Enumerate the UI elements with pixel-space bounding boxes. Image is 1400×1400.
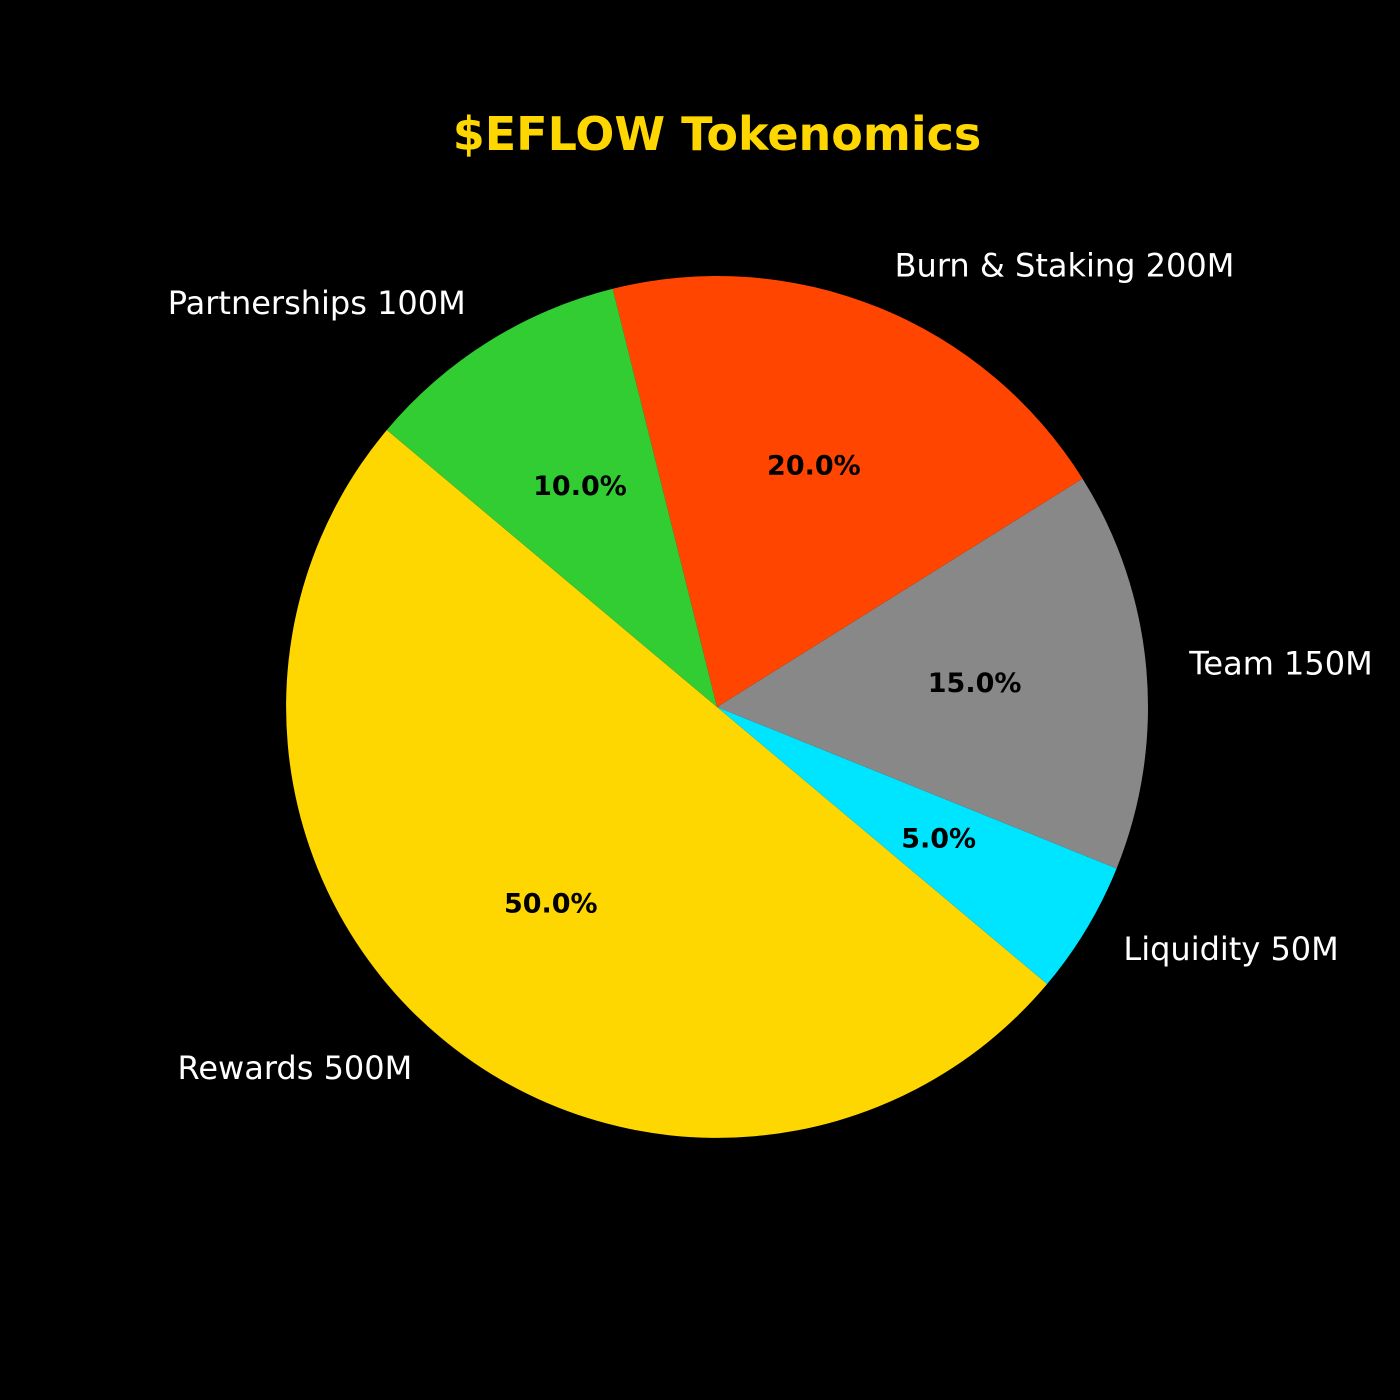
slice-percent-label: 5.0% bbox=[901, 824, 976, 855]
slice-label: Partnerships 100M bbox=[168, 284, 466, 322]
slice-label: Team 150M bbox=[1188, 645, 1372, 683]
pie-slice bbox=[717, 707, 1117, 985]
slice-label: Burn & Staking 200M bbox=[895, 246, 1235, 284]
pie-slice bbox=[717, 478, 1148, 869]
pie-slice bbox=[386, 288, 717, 707]
slice-percent-label: 20.0% bbox=[767, 451, 861, 482]
pie-labels: Rewards 500M 50.0% Liquidity 50M 5.0% Team 1… bbox=[168, 246, 1373, 1087]
chart-title: $EFLOW Tokenomics bbox=[453, 107, 982, 161]
slice-percent-label: 15.0% bbox=[928, 668, 1022, 699]
slice-percent-label: 10.0% bbox=[533, 471, 627, 502]
pie-slices bbox=[286, 276, 1148, 1138]
slice-percent-label: 50.0% bbox=[504, 889, 598, 920]
pie-slice bbox=[612, 276, 1083, 707]
pie-slice bbox=[286, 429, 1048, 1138]
slice-label: Rewards 500M bbox=[178, 1049, 413, 1087]
slice-label: Liquidity 50M bbox=[1123, 930, 1338, 968]
